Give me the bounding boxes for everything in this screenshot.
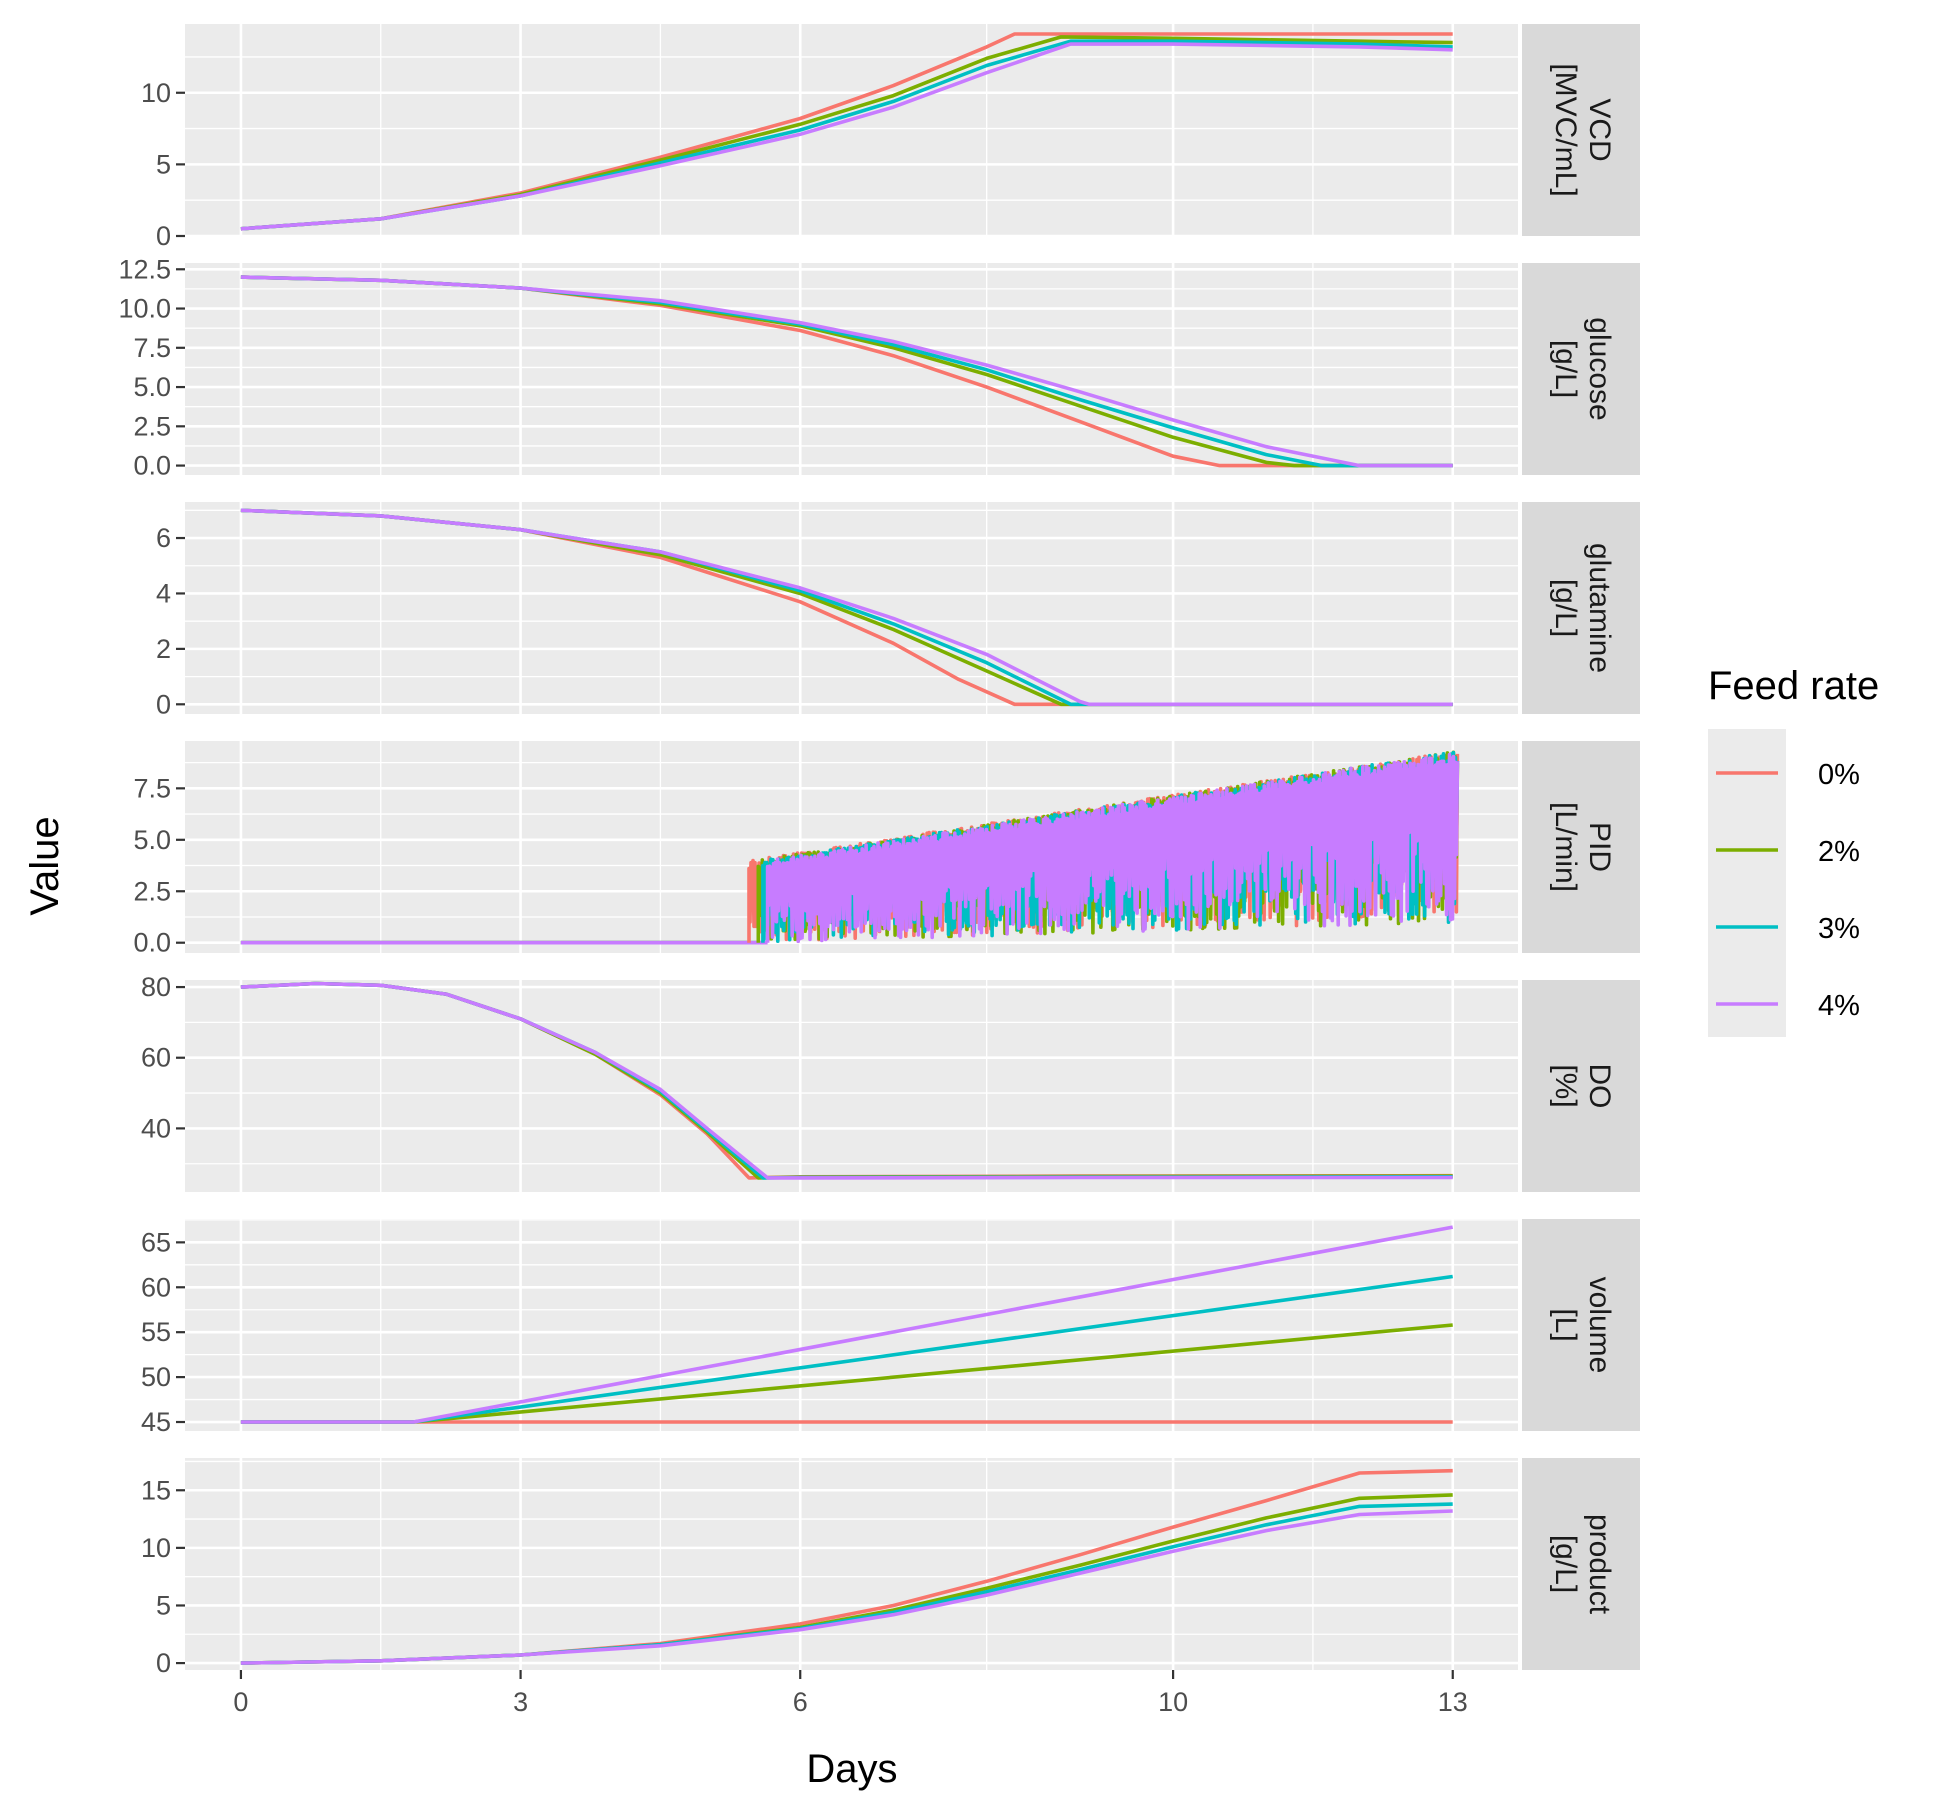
legend: Feed rate 0% 2% 3% 4% — [1708, 664, 1879, 1037]
legend-label: 3% — [1818, 913, 1860, 945]
y-tick-label: 7.5 — [133, 333, 171, 363]
y-tick-label: 0.0 — [133, 928, 171, 958]
y-tick-label: 0 — [156, 221, 171, 251]
y-tick-label: 5.0 — [133, 372, 171, 402]
legend-label: 2% — [1818, 836, 1860, 868]
y-tick-label: 80 — [141, 972, 171, 1002]
facet-vcd: 0 5 10 VCD[MVC/mL] — [141, 24, 1640, 251]
y-tick-label: 0.0 — [133, 451, 171, 481]
legend-title: Feed rate — [1708, 664, 1879, 708]
strip-background — [1522, 263, 1640, 475]
series-line-4pct — [240, 1225, 1454, 1424]
strip-label-glutamine: glutamine[g/L] — [1549, 543, 1616, 673]
strip-label-volume: volume[L] — [1549, 1277, 1616, 1374]
strip-label-line: [%] — [1549, 1064, 1582, 1107]
facet-glutamine: 0 2 4 6 glutamine[g/L] — [156, 502, 1640, 719]
series-line-4pct — [240, 1509, 1453, 1665]
series-line-4pct — [240, 275, 1453, 468]
strip-background — [1522, 502, 1640, 714]
strip-label-line: volume — [1583, 1277, 1616, 1374]
facet-pid: 0.0 2.5 5.0 7.5 PID[L/min] — [133, 741, 1640, 958]
strip-label-line: PID — [1583, 822, 1616, 872]
strip-background — [1522, 741, 1640, 953]
x-tick-label: 0 — [233, 1687, 248, 1717]
strip-label-line: DO — [1583, 1064, 1616, 1109]
legend-label: 4% — [1818, 990, 1860, 1022]
strip-label-product: product[g/L] — [1549, 1514, 1616, 1615]
panel-background — [185, 24, 1518, 236]
strip-label-glucose: glucose[g/L] — [1549, 317, 1616, 420]
x-tick-label: 13 — [1438, 1687, 1468, 1717]
y-tick-label: 2.5 — [133, 411, 171, 441]
strip-label-line: [g/L] — [1549, 340, 1582, 398]
series-line-4pct — [240, 42, 1453, 231]
y-tick-label: 2.5 — [133, 876, 171, 906]
y-tick-label: 10 — [141, 78, 171, 108]
series-line-4pct — [240, 508, 1453, 707]
x-tick-label: 6 — [793, 1687, 808, 1717]
strip-label-line: [L/min] — [1549, 802, 1582, 892]
y-tick-label: 65 — [141, 1227, 171, 1257]
y-tick-label: 2 — [156, 634, 171, 664]
y-tick-label: 10.0 — [118, 294, 171, 324]
x-axis: 0 3 6 10 13 — [233, 1670, 1468, 1717]
strip-label-line: glutamine — [1583, 543, 1616, 673]
y-tick-label: 50 — [141, 1362, 171, 1392]
y-tick-label: 60 — [141, 1043, 171, 1073]
series-line-4pct — [240, 981, 1453, 1180]
y-tick-label: 0 — [156, 1648, 171, 1678]
strip-background — [1522, 24, 1640, 236]
panel-background — [185, 263, 1518, 475]
y-tick-label: 40 — [141, 1113, 171, 1143]
x-axis-title: Days — [806, 1747, 897, 1791]
strip-label-line: VCD — [1583, 98, 1616, 161]
legend-label: 0% — [1818, 759, 1860, 791]
y-tick-label: 5 — [156, 149, 171, 179]
y-tick-label: 5 — [156, 1590, 171, 1620]
panel-background — [185, 980, 1518, 1192]
strip-label-line: [MVC/mL] — [1549, 63, 1582, 196]
facet-glucose: 0.0 2.5 5.0 7.5 10.0 12.5 glucose[g/L] — [118, 254, 1640, 481]
strip-label-pid: PID[L/min] — [1549, 802, 1616, 892]
y-tick-label: 12.5 — [118, 254, 171, 284]
x-tick-label: 10 — [1158, 1687, 1188, 1717]
y-tick-label: 55 — [141, 1317, 171, 1347]
facet-volume: 45 50 55 60 65 volume[L] — [141, 1219, 1640, 1437]
x-tick-label: 3 — [513, 1687, 528, 1717]
strip-label-line: glucose — [1583, 317, 1616, 420]
y-tick-label: 0 — [156, 689, 171, 719]
strip-background — [1522, 1219, 1640, 1431]
strip-label-do: DO[%] — [1549, 1064, 1616, 1109]
facet-do: 40 60 80 DO[%] — [141, 972, 1640, 1192]
legend-entries: 0% 2% 3% 4% — [1716, 759, 1860, 1022]
facet-product: 0 5 10 15 product[g/L] — [141, 1458, 1640, 1678]
y-tick-label: 6 — [156, 523, 171, 553]
strip-label-line: [g/L] — [1549, 1535, 1582, 1593]
strip-label-vcd: VCD[MVC/mL] — [1549, 63, 1616, 196]
facet-panels: 0 5 10 VCD[MVC/mL] 0.0 2.5 5.0 7.5 10.0 12.5 gluco… — [118, 24, 1640, 1678]
legend-key-background — [1708, 729, 1786, 1037]
strip-background — [1522, 980, 1640, 1192]
strip-label-line: [g/L] — [1549, 579, 1582, 637]
panel-background — [185, 1219, 1518, 1431]
y-tick-label: 5.0 — [133, 825, 171, 855]
strip-label-line: product — [1583, 1514, 1616, 1615]
y-tick-label: 10 — [141, 1533, 171, 1563]
pid-oscillation-4pct — [765, 752, 1460, 944]
y-tick-label: 7.5 — [133, 773, 171, 803]
y-axis-title: Value — [23, 816, 67, 915]
strip-label-line: [L] — [1549, 1308, 1582, 1341]
y-tick-label: 45 — [141, 1407, 171, 1437]
y-tick-label: 60 — [141, 1272, 171, 1302]
strip-background — [1522, 1458, 1640, 1670]
y-tick-label: 15 — [141, 1475, 171, 1505]
y-tick-label: 4 — [156, 578, 171, 608]
